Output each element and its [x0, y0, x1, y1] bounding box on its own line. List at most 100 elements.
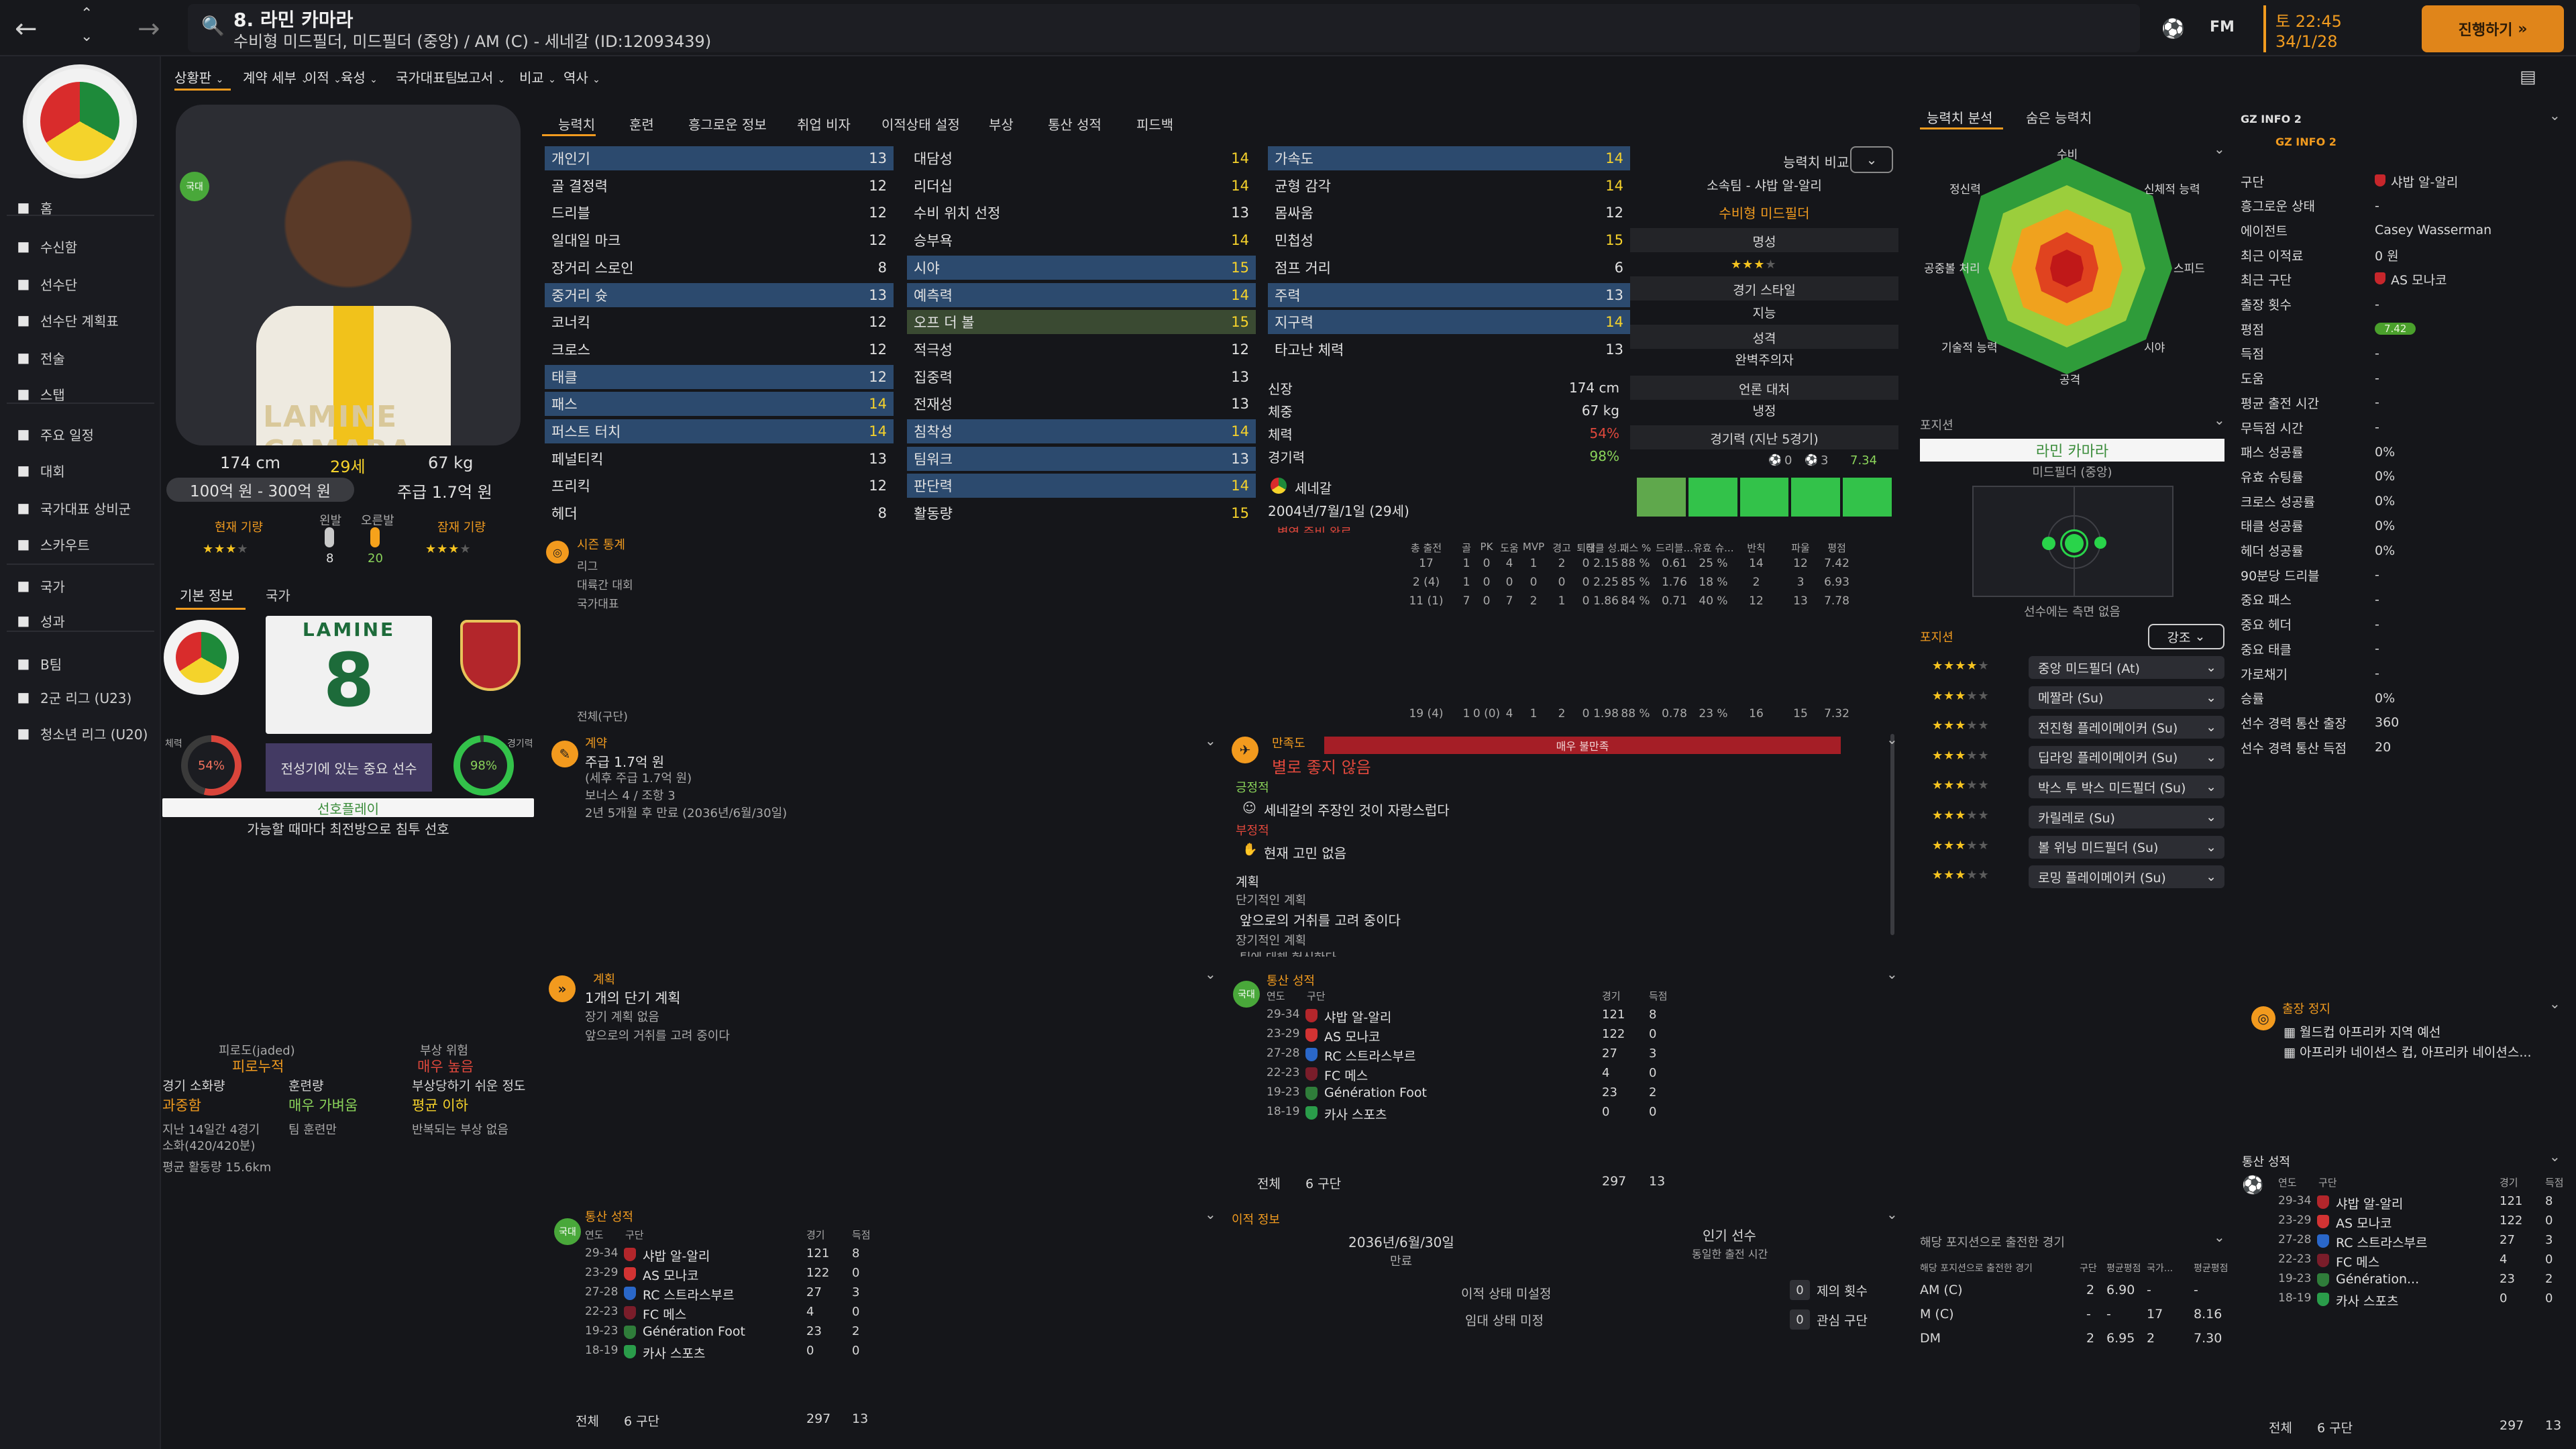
attr-row[interactable]: 장거리 스로인 8: [545, 256, 894, 280]
career-club[interactable]: RC 스트라스부르: [643, 1288, 735, 1303]
sidebar-item-13[interactable]: ■ 2군 리그 (U23): [13, 683, 132, 711]
career-club[interactable]: AS 모나코: [643, 1269, 699, 1283]
career-club[interactable]: FC 메스: [2336, 1255, 2380, 1270]
attr-row[interactable]: 리더십 14: [907, 174, 1256, 198]
sidebar-item-9[interactable]: ■ 스카우트: [13, 530, 90, 558]
attr-row[interactable]: 적극성 12: [907, 337, 1256, 362]
career2-header[interactable]: 통산 성적: [585, 1210, 633, 1224]
attr-row[interactable]: 지구력 14: [1268, 310, 1630, 335]
season-stats-header[interactable]: 시즌 통계: [577, 538, 625, 552]
career-club[interactable]: AS 모나코: [2336, 1216, 2392, 1231]
tab-basic-info[interactable]: 기본 정보: [180, 588, 233, 604]
attr-row[interactable]: 페널티킥 13: [545, 447, 894, 471]
attr-row[interactable]: 타고난 체력 13: [1268, 337, 1630, 362]
role-dropdown[interactable]: 중앙 미드필더 (At) ⌄: [2029, 656, 2224, 679]
national-badge[interactable]: 국대: [180, 172, 209, 201]
attr-row[interactable]: 중거리 슛 13: [545, 282, 894, 307]
tab-5[interactable]: 부상: [989, 117, 1014, 133]
tab-hidden[interactable]: 숨은 능력치: [2026, 110, 2092, 126]
sidebar-item-0[interactable]: ■ 홈: [13, 193, 53, 221]
attr-row[interactable]: 일대일 마크 12: [545, 228, 894, 252]
tab-7[interactable]: 피드백: [1136, 117, 1174, 133]
compare-dropdown[interactable]: ⌄: [1850, 146, 1893, 173]
tab-3[interactable]: 취업 비자: [797, 117, 851, 133]
attr-row[interactable]: 팀워크 13: [907, 446, 1256, 471]
role-dropdown[interactable]: 딥라잉 플레이메이커 (Su) ⌄: [2029, 745, 2224, 769]
career-club[interactable]: RC 스트라스부르: [1324, 1049, 1416, 1064]
submenu-item-7[interactable]: 역사 ⌄: [564, 70, 600, 86]
attr-row[interactable]: 드리블 12: [545, 201, 894, 225]
continue-button[interactable]: 진행하기 »: [2422, 5, 2564, 52]
attr-row[interactable]: 태클 12: [545, 364, 894, 389]
attr-row[interactable]: 활동량 15: [907, 501, 1256, 525]
fm-logo[interactable]: FM: [2210, 19, 2235, 36]
role-dropdown[interactable]: 박스 투 박스 미드필더 (Su) ⌄: [2029, 775, 2224, 799]
attr-row[interactable]: 승부욕 14: [907, 228, 1256, 252]
role-dropdown[interactable]: 볼 위닝 미드필더 (Su) ⌄: [2029, 835, 2224, 859]
sidebar-item-7[interactable]: ■ 대회: [13, 456, 65, 484]
tab-analysis[interactable]: 능력치 분석: [1927, 110, 1993, 126]
career-collapse-icon[interactable]: ⌄: [1886, 966, 1898, 982]
submenu-item-2[interactable]: 이적 ⌄: [305, 70, 341, 86]
attr-row[interactable]: 크로스 12: [545, 337, 894, 362]
attr-row[interactable]: 대담성 14: [907, 146, 1256, 170]
attr-row[interactable]: 골 결정력 12: [545, 174, 894, 198]
career-club[interactable]: Génération Foot: [1324, 1085, 1427, 1100]
tab-0[interactable]: 능력치: [558, 117, 596, 133]
attr-row[interactable]: 몸싸움 12: [1268, 201, 1630, 225]
attr-row[interactable]: 전재성 13: [907, 392, 1256, 416]
transfer-header[interactable]: 이적 정보: [1232, 1213, 1280, 1227]
career-club[interactable]: 샤밥 알-알리: [2336, 1197, 2404, 1212]
career-club[interactable]: RC 스트라스부르: [2336, 1236, 2428, 1250]
club-crest[interactable]: [23, 64, 137, 178]
role-dropdown[interactable]: 로밍 플레이메이커 (Su) ⌄: [2029, 865, 2224, 889]
submenu-item-1[interactable]: 계약 세부 ⌄: [243, 70, 309, 86]
attr-row[interactable]: 수비 위치 선정 13: [907, 201, 1256, 225]
sidebar-item-8[interactable]: ■ 국가대표 상비군: [13, 494, 131, 522]
sidebar-item-4[interactable]: ■ 전술: [13, 343, 65, 372]
back-icon[interactable]: ←: [15, 13, 38, 44]
career2-collapse-icon[interactable]: ⌄: [1205, 1206, 1216, 1222]
career-header[interactable]: 통산 성적: [1267, 974, 1315, 988]
sidebar-item-1[interactable]: ■ 수신함: [13, 232, 78, 260]
role-dropdown[interactable]: 카릴레로 (Su) ⌄: [2029, 806, 2224, 828]
role-dropdown[interactable]: 전진형 플레이메이커 (Su) ⌄: [2029, 716, 2224, 739]
gz-collapse-icon[interactable]: ⌄: [2549, 107, 2561, 123]
submenu-item-3[interactable]: 육성 ⌄: [341, 70, 378, 86]
career-club[interactable]: 샤밥 알-알리: [1324, 1010, 1392, 1025]
attr-row[interactable]: 주력 13: [1268, 282, 1630, 307]
sidebar-item-14[interactable]: ■ 청소년 리그 (U20): [13, 719, 148, 747]
career-club[interactable]: Génération...: [2336, 1272, 2420, 1287]
submenu-item-6[interactable]: 비교 ⌄: [519, 70, 556, 86]
analysis-collapse-icon[interactable]: ⌄: [2214, 141, 2225, 157]
up-icon[interactable]: ⌃: [80, 5, 93, 22]
attr-row[interactable]: 균형 감각 14: [1268, 174, 1630, 198]
attr-row[interactable]: 패스 14: [545, 392, 894, 417]
career-club[interactable]: 카사 스포츠: [643, 1346, 706, 1361]
ban-collapse-icon[interactable]: ⌄: [2549, 996, 2561, 1012]
attr-row[interactable]: 가속도 14: [1268, 146, 1630, 170]
transfer-collapse-icon[interactable]: ⌄: [1886, 1206, 1898, 1222]
tab-4[interactable]: 이적상태 설정: [881, 117, 960, 133]
sidebar-item-6[interactable]: ■ 주요 일정: [13, 420, 94, 448]
attr-row[interactable]: 프리킥 12: [545, 474, 894, 498]
forward-icon[interactable]: →: [138, 13, 160, 44]
club-badge[interactable]: [460, 620, 521, 691]
tab-6[interactable]: 통산 성적: [1048, 117, 1102, 133]
tab-2[interactable]: 흥그로운 정보: [688, 117, 767, 133]
attr-row[interactable]: 침착성 14: [907, 419, 1256, 443]
career-club[interactable]: AS 모나코: [1324, 1030, 1381, 1044]
career-side-collapse-icon[interactable]: ⌄: [2549, 1148, 2561, 1165]
sidebar-item-12[interactable]: ■ B팀: [13, 649, 62, 678]
attr-row[interactable]: 판단력 14: [907, 474, 1256, 498]
submenu-item-5[interactable]: 보고서 ⌄: [456, 70, 506, 86]
down-icon[interactable]: ⌄: [80, 28, 93, 45]
sidebar-item-3[interactable]: ■ 선수단 계획표: [13, 306, 119, 334]
submenu-item-0[interactable]: 상황판 ⌄: [174, 70, 224, 86]
sidebar-item-10[interactable]: ■ 국가: [13, 572, 65, 600]
career-club[interactable]: Génération Foot: [643, 1324, 745, 1339]
search-bar[interactable]: [188, 4, 2140, 52]
attr-row[interactable]: 점프 거리 6: [1268, 256, 1630, 280]
attr-row[interactable]: 코너킥 12: [545, 310, 894, 334]
career-club[interactable]: FC 메스: [1324, 1069, 1368, 1083]
